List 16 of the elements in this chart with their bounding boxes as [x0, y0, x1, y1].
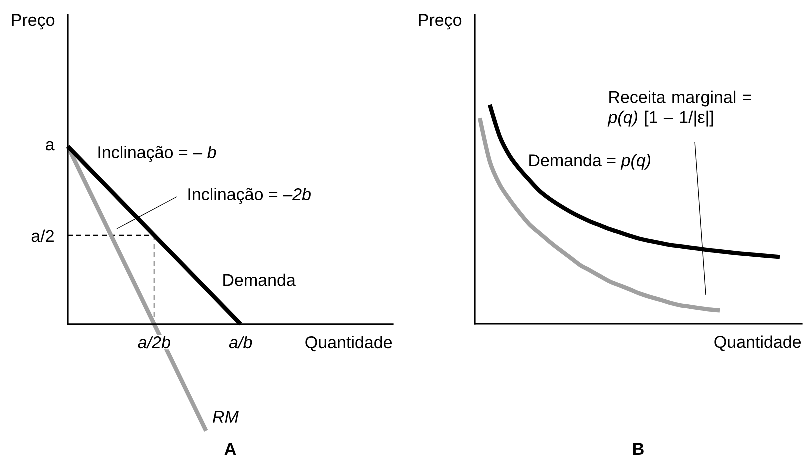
series-label: Demanda = p(q) — [530, 154, 650, 170]
x-axis-title: Quantidade — [714, 336, 802, 352]
annotation: Inclinação = – b — [98, 146, 216, 162]
text: a — [46, 141, 55, 151]
y-axis-title: Preço — [419, 14, 462, 30]
y-axis-title: Preço — [12, 14, 55, 30]
x-axis-title: Quantidade — [306, 336, 392, 352]
series-label: Demanda — [224, 274, 296, 286]
x-tick-label: a/2b — [138, 336, 170, 349]
x-tick-label: a/b — [229, 336, 252, 349]
annotation: Inclinação = –2b — [188, 188, 311, 204]
text: a/2 — [32, 230, 54, 242]
text: A — [224, 443, 236, 455]
series-label: RM — [213, 411, 239, 423]
text: B — [634, 443, 644, 455]
annotation: Receita marginal = p(q) [1 – 1/|ε|] — [608, 90, 752, 127]
